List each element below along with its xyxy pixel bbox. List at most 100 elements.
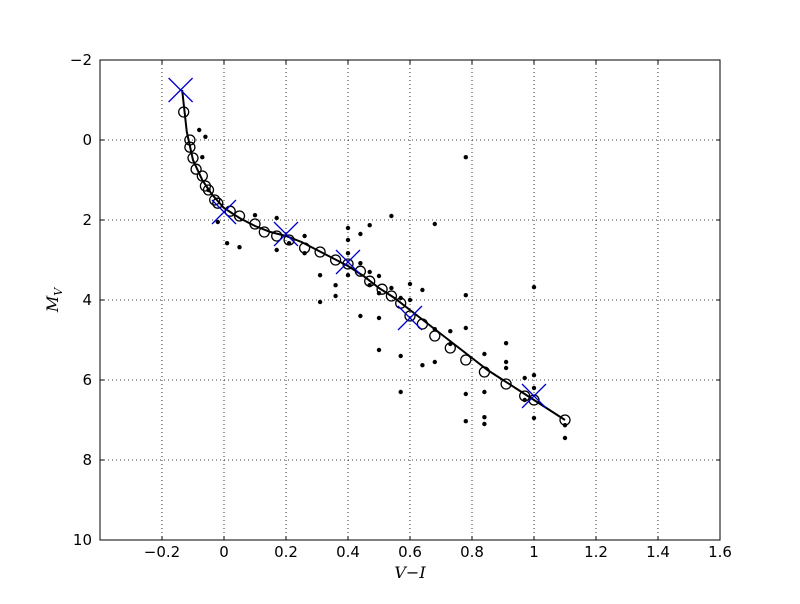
data-dot [531, 385, 537, 391]
data-dot [398, 389, 403, 395]
x-tick-label: −0.2 [144, 543, 180, 561]
data-dot [237, 245, 242, 250]
data-dot [398, 353, 403, 359]
data-dot [345, 237, 351, 243]
x-tick-label: 1.2 [584, 543, 608, 561]
data-dot [358, 231, 363, 237]
data-dot [503, 359, 509, 365]
y-axis-label-main: M [43, 295, 62, 313]
marks [168, 77, 571, 441]
data-dot [376, 273, 382, 279]
data-dot [252, 213, 258, 218]
data-dot [389, 285, 394, 291]
data-dot [503, 341, 509, 346]
data-dot [463, 293, 468, 298]
data-dot [274, 215, 279, 221]
data-dot [432, 359, 437, 365]
mean-circle [444, 342, 456, 354]
data-dot [274, 247, 279, 253]
data-dot [345, 273, 351, 278]
data-dot [407, 281, 413, 287]
x-marker [168, 77, 194, 103]
data-dot [200, 155, 205, 160]
mean-circle [187, 152, 199, 164]
data-dot [562, 435, 568, 441]
y-tick-label: −2 [70, 51, 92, 69]
y-tick-label: 4 [82, 291, 92, 309]
data-dot [448, 329, 453, 334]
data-dot [420, 363, 425, 368]
data-dot [376, 347, 382, 353]
data-dot [215, 219, 220, 225]
x-tick-label: 0.2 [274, 543, 298, 561]
y-tick-label: 8 [82, 451, 92, 469]
data-dot [482, 389, 487, 395]
y-tick-label: 10 [73, 531, 92, 549]
data-dot [463, 325, 468, 331]
data-dot [482, 351, 487, 357]
data-dot [367, 269, 372, 275]
x-marker [397, 305, 423, 331]
x-tick-label: 0.4 [336, 543, 360, 561]
x-marker [335, 249, 361, 275]
ticks: −0.2 0 0.2 0.4 0.6 0.8 1 1.2 1.4 1.6 −2 0 2 4 6 8 10 [70, 51, 732, 561]
mean-circle [190, 163, 202, 175]
data-dot [197, 127, 202, 133]
data-dot [463, 419, 468, 424]
data-dot [463, 391, 468, 397]
data-dot [367, 223, 372, 228]
mean-circle [329, 254, 342, 266]
y-axis-label: MV [43, 287, 65, 313]
data-dot [531, 415, 537, 421]
y-tick-label: 0 [82, 131, 92, 149]
x-tick-label: 0.8 [460, 543, 484, 561]
x-tick-label: 1.6 [708, 543, 732, 561]
data-dot [203, 134, 208, 139]
mean-circle [212, 197, 224, 209]
data-dot [420, 287, 425, 293]
mean-circle [233, 210, 246, 222]
data-dot [224, 241, 230, 246]
y-axis-label-sub: V [52, 287, 65, 296]
data-dot [522, 375, 527, 381]
data-dot [432, 221, 437, 227]
x-marker [521, 383, 547, 409]
data-dot [333, 283, 338, 288]
mean-circle [314, 246, 326, 258]
x-tick-label: 1 [529, 543, 539, 561]
data-dot [345, 225, 351, 231]
fit-line [181, 89, 566, 421]
x-tick-label: 1.4 [646, 543, 670, 561]
data-dot [503, 365, 509, 371]
data-dot [317, 299, 323, 305]
data-dot [358, 261, 363, 266]
data-dot [482, 421, 487, 427]
mean-circle [376, 283, 388, 295]
x-tick-label: 0.6 [398, 543, 422, 561]
y-tick-label: 2 [82, 211, 92, 229]
mean-circle [271, 230, 283, 242]
x-marker [273, 221, 299, 247]
data-dot [376, 315, 382, 321]
mean-circle [500, 378, 512, 390]
mean-circle [202, 184, 215, 196]
data-dot [302, 233, 307, 239]
x-axis-label: V−I [394, 563, 426, 582]
mean-circle [385, 290, 398, 302]
mean-circle [559, 414, 571, 426]
data-dot [531, 285, 537, 290]
data-dot [333, 293, 338, 299]
mean-circle [429, 330, 441, 342]
y-tick-label: 6 [82, 371, 92, 389]
data-dot [317, 273, 323, 278]
x-tick-label: 0 [219, 543, 229, 561]
data-dot [531, 373, 537, 378]
data-dot [463, 155, 468, 160]
data-dot [358, 313, 363, 319]
data-dot [407, 297, 413, 303]
mean-circle [528, 394, 540, 406]
data-dot [345, 251, 351, 256]
mean-circle [209, 194, 221, 206]
